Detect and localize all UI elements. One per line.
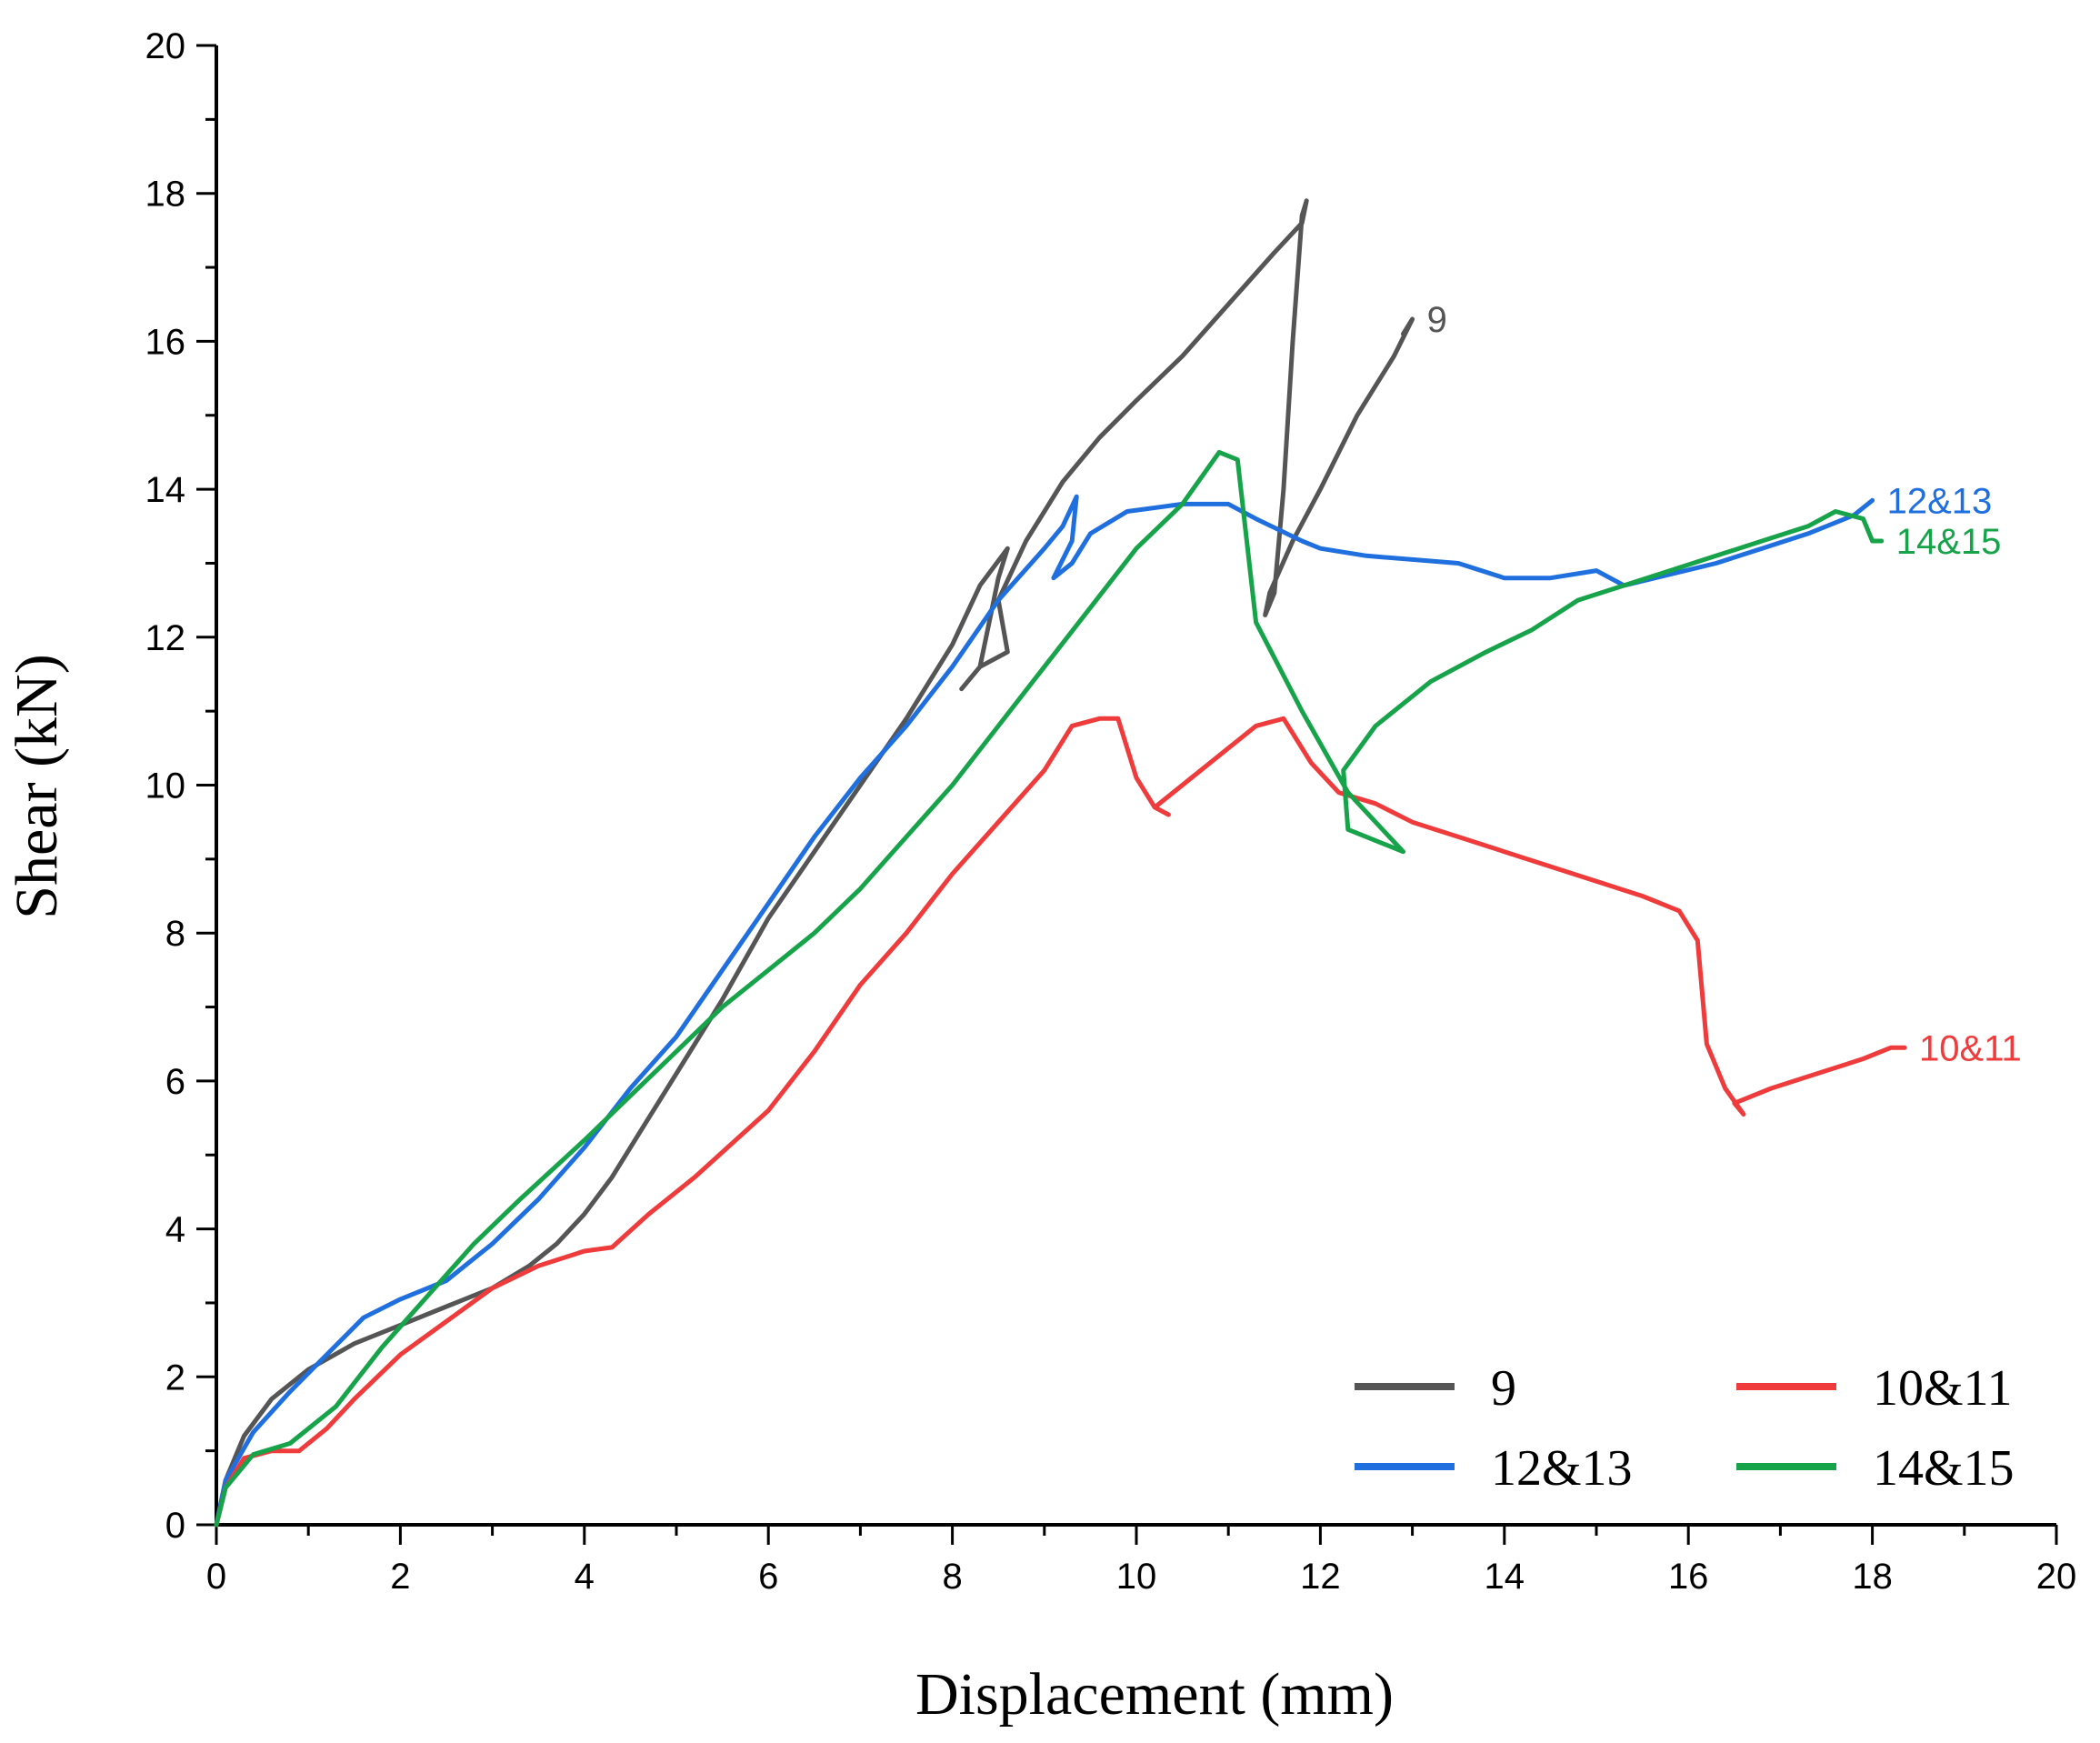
x-tick-label: 4 (575, 1557, 595, 1597)
series-line-14-15 (216, 452, 1882, 1525)
x-tick-label: 12 (1300, 1557, 1341, 1597)
x-tick-label: 6 (758, 1557, 778, 1597)
chart: 0 2 4 6 8 10 12 14 16 18 20 0 2 4 6 8 10 12 14 16 18 20 9 12&1… (0, 0, 2100, 1743)
x-tick-label: 20 (2036, 1557, 2077, 1597)
x-tick-label: 0 (206, 1557, 226, 1597)
legend-label-14-15: 14&15 (1873, 1440, 2015, 1497)
y-tick-label: 10 (145, 766, 186, 806)
legend-label-12-13: 12&13 (1491, 1440, 1633, 1497)
legend-label-10-11: 10&11 (1873, 1360, 2012, 1417)
x-tick-label: 16 (1668, 1557, 1709, 1597)
end-label-10-11: 10&11 (1919, 1028, 2022, 1068)
x-tick-label: 18 (1852, 1557, 1893, 1597)
series-layer (216, 201, 1905, 1525)
y-tick-label: 20 (145, 26, 186, 66)
series-line-12-13 (216, 496, 1873, 1525)
legend: 9 10&11 12&13 14&15 (1355, 1360, 2015, 1497)
end-label-12-13: 12&13 (1887, 481, 1993, 521)
axes: 0 2 4 6 8 10 12 14 16 18 20 0 2 4 6 8 10 12 14 16 18 20 (145, 26, 2077, 1597)
y-tick-label: 8 (165, 914, 185, 954)
y-tick-label: 0 (165, 1506, 185, 1546)
y-tick-label: 4 (165, 1210, 185, 1250)
y-tick-label: 6 (165, 1062, 185, 1102)
series-line-10-11 (216, 718, 1905, 1525)
x-axis-title: Displacement (mm) (915, 1661, 1394, 1728)
y-tick-label: 16 (145, 322, 186, 362)
end-label-9: 9 (1427, 300, 1447, 340)
y-tick-label: 2 (165, 1357, 185, 1397)
x-tick-label: 10 (1116, 1557, 1157, 1597)
series-line-9 (216, 201, 1413, 1525)
x-tick-label: 8 (942, 1557, 962, 1597)
end-labels: 9 12&13 10&11 14&15 (1427, 300, 2022, 1068)
x-tick-label: 2 (390, 1557, 410, 1597)
legend-label-9: 9 (1491, 1360, 1516, 1417)
y-axis-title: Shear (kN) (4, 654, 70, 918)
y-tick-label: 12 (145, 618, 186, 658)
x-tick-label: 14 (1485, 1557, 1525, 1597)
y-tick-label: 18 (145, 175, 186, 215)
end-label-14-15: 14&15 (1896, 522, 2002, 562)
y-tick-label: 14 (145, 470, 186, 510)
